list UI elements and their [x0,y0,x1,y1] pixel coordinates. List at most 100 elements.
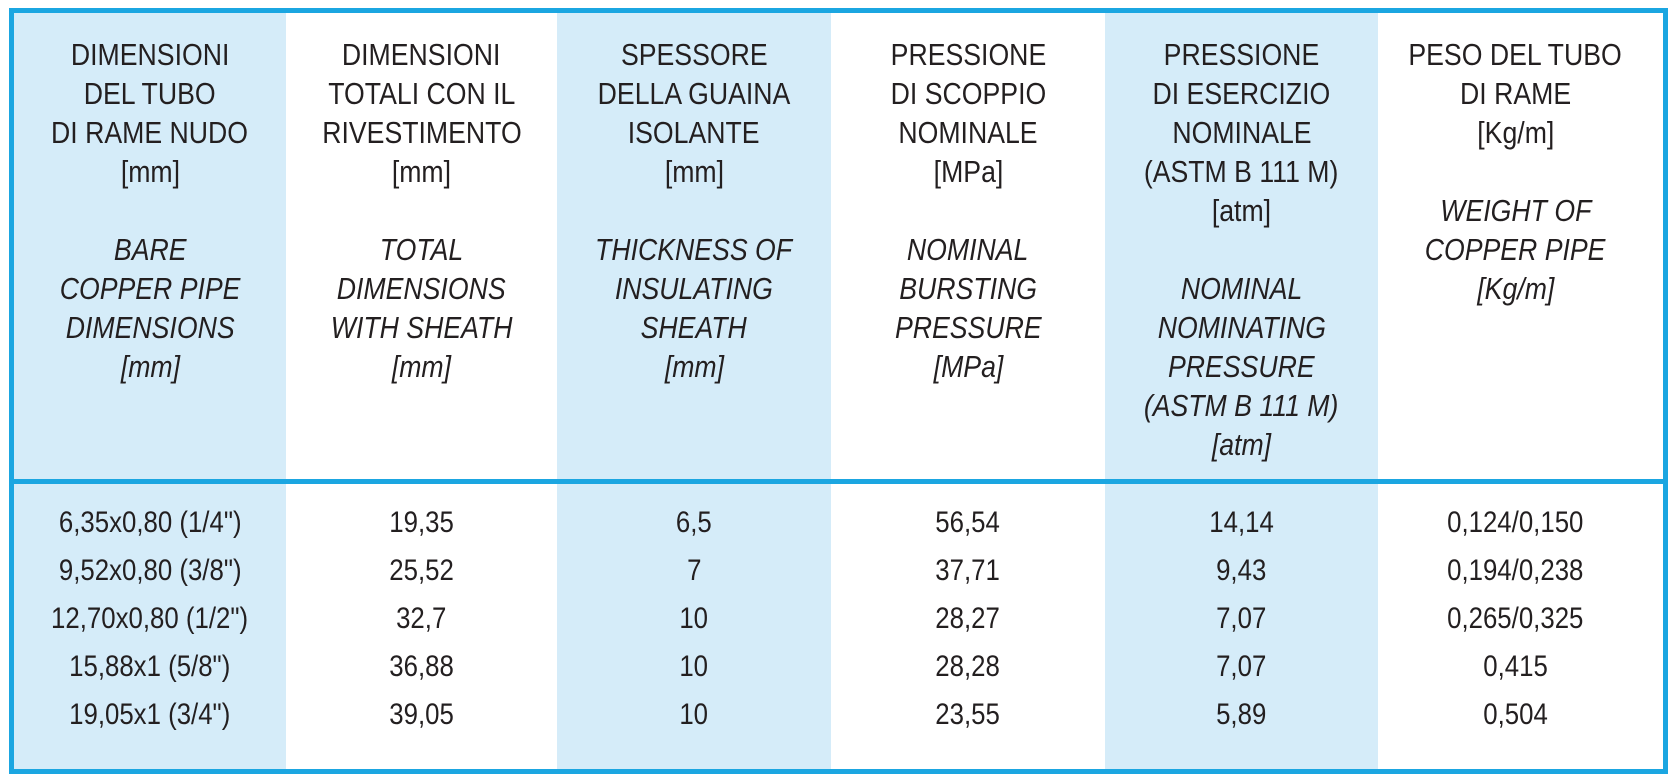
header-english-line: [atm] [1211,427,1272,462]
header-italian-line: [MPa] [933,154,1003,189]
header-english-line: WITH SHEATH [330,310,513,345]
header-english-line: [mm] [391,349,452,384]
header-divider [14,479,1663,484]
header-italian-line: NOMINALE [1171,115,1312,150]
cell-value: 10 [679,650,709,683]
header-english-line: NOMINAL [907,232,1029,267]
table-cell: 5,89 [1105,689,1378,740]
header-italian-line: DI RAME [1459,76,1572,111]
cell-value: 12,70x0,80 (1/2") [51,602,249,635]
table-cell: 10 [557,689,831,740]
table-cell: 23,55 [831,689,1105,740]
header-italian-line: [Kg/m] [1476,115,1555,150]
header-italian-line: (ASTM B 111 M) [1144,154,1339,189]
cell-value: 9,43 [1216,554,1267,587]
header-italian-line: [atm] [1211,193,1272,228]
table-cell: 12,70x0,80 (1/2") [14,593,286,644]
table-cell: 39,05 [286,689,557,740]
cell-value: 15,88x1 (5/8") [69,650,231,683]
shaded-column-1 [14,13,286,769]
cell-value: 7,07 [1216,650,1267,683]
table-cell: 32,7 [286,593,557,644]
header-english-line: [MPa] [933,349,1003,384]
cell-value: 10 [679,602,709,635]
column-header-3: SPESSORE DELLA GUAINA ISOLANTE [mm] THICKNES… [557,35,831,386]
cell-value: 0,194/0,238 [1447,554,1584,587]
table-cell: 7,07 [1105,641,1378,692]
cell-value: 7 [686,554,702,587]
header-english-line: DIMENSIONS [65,310,235,345]
cell-value: 0,124/0,150 [1447,506,1584,539]
header-english-line: PRESSURE [894,310,1042,345]
header-italian-line: DI ESERCIZIO [1152,76,1331,111]
header-italian-line: TOTALI CON IL [327,76,516,111]
header-english-line: COPPER PIPE [59,271,241,306]
cell-value: 56,54 [935,506,1001,539]
column-header-2: DIMENSIONI TOTALI CON IL RIVESTIMENTO [mm] T… [286,35,557,386]
cell-value: 10 [679,698,709,731]
table-cell: 14,14 [1105,497,1378,548]
column-header-4: PRESSIONE DI SCOPPIO NOMINALE [MPa] NOMINAL B… [831,35,1105,386]
header-english-line: COPPER PIPE [1425,232,1606,267]
table-cell: 28,28 [831,641,1105,692]
cell-value: 19,05x1 (3/4") [69,698,231,731]
header-italian-line: DELLA GUAINA [597,76,791,111]
header-english-line: BURSTING [899,271,1037,306]
header-english-line: [mm] [664,349,724,384]
cell-value: 0,265/0,325 [1447,602,1584,635]
column-header-1: DIMENSIONI DEL TUBO DI RAME NUDO [mm] BARE CO… [14,35,286,386]
cell-value: 5,89 [1216,698,1267,731]
column-header-6: PESO DEL TUBO DI RAME [Kg/m] WEIGHT OF COPPE… [1378,35,1653,308]
header-italian-line: DIMENSIONI [342,37,501,72]
table-cell: 7,07 [1105,593,1378,644]
table-cell: 10 [557,641,831,692]
header-italian-line: [mm] [391,154,452,189]
column-header-5: PRESSIONE DI ESERCIZIO NOMINALE (ASTM B 111… [1105,35,1378,464]
header-italian-line: PRESSIONE [890,37,1046,72]
table-cell: 0,415 [1378,641,1653,692]
header-english-line: PRESSURE [1168,349,1315,384]
cell-value: 36,88 [389,650,454,683]
cell-value: 37,71 [935,554,1001,587]
table-cell: 0,194/0,238 [1378,545,1653,596]
header-italian-line: DEL TUBO [84,76,216,111]
header-english-line: BARE [113,232,187,267]
cell-value: 6,35x0,80 (1/4") [58,506,242,539]
table-cell: 0,265/0,325 [1378,593,1653,644]
header-english-line: THICKNESS OF [595,232,793,267]
header-english-line: NOMINAL [1180,271,1303,306]
table-cell: 7 [557,545,831,596]
header-italian-line: PRESSIONE [1163,37,1320,72]
header-english-line: [Kg/m] [1476,271,1555,306]
header-italian-line: PESO DEL TUBO [1408,37,1623,72]
shaded-column-3 [557,13,831,769]
header-english-line: INSULATING [614,271,773,306]
cell-value: 7,07 [1216,602,1267,635]
header-english-line: [mm] [120,349,180,384]
header-italian-line: DIMENSIONI [70,37,230,72]
header-italian-line: ISOLANTE [628,115,760,150]
shaded-column-5 [1105,13,1378,769]
header-english-line: DIMENSIONS [337,271,506,306]
spec-table: DIMENSIONI DEL TUBO DI RAME NUDO [mm] BARE CO… [9,8,1668,774]
header-italian-line: [mm] [664,154,724,189]
cell-value: 28,27 [935,602,1001,635]
cell-value: 23,55 [935,698,1001,731]
cell-value: 19,35 [389,506,454,539]
header-english-line: WEIGHT OF [1439,193,1592,228]
cell-value: 9,52x0,80 (3/8") [58,554,242,587]
header-english-line: (ASTM B 111 M) [1144,388,1339,423]
header-italian-line: NOMINALE [898,115,1038,150]
cell-value: 32,7 [396,602,447,635]
cell-value: 0,415 [1483,650,1548,683]
table-cell: 25,52 [286,545,557,596]
table-cell: 37,71 [831,545,1105,596]
table-cell: 6,5 [557,497,831,548]
table-cell: 9,52x0,80 (3/8") [14,545,286,596]
header-italian-line: [mm] [120,154,180,189]
cell-value: 25,52 [389,554,454,587]
header-english-line: TOTAL [379,232,464,267]
table-cell: 6,35x0,80 (1/4") [14,497,286,548]
table-cell: 9,43 [1105,545,1378,596]
table-cell: 0,504 [1378,689,1653,740]
